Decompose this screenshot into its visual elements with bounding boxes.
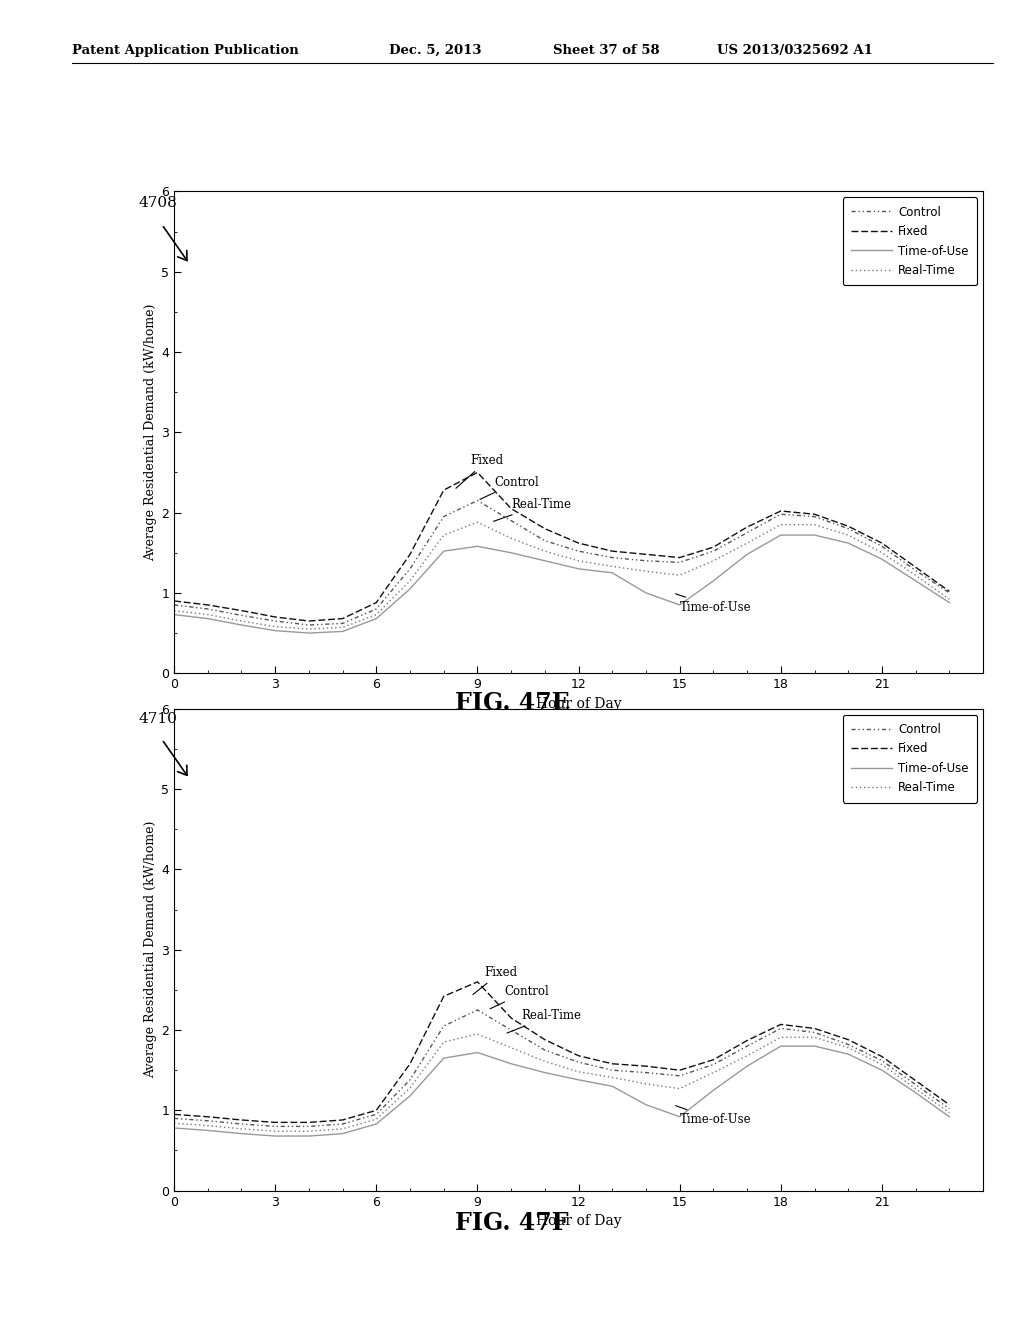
Text: Dec. 5, 2013: Dec. 5, 2013 <box>389 44 481 57</box>
Text: 4710: 4710 <box>138 713 177 726</box>
Text: FIG. 47E: FIG. 47E <box>455 692 569 715</box>
Text: Fixed: Fixed <box>473 966 517 994</box>
Text: Sheet 37 of 58: Sheet 37 of 58 <box>553 44 659 57</box>
Text: US 2013/0325692 A1: US 2013/0325692 A1 <box>717 44 872 57</box>
Legend: Control, Fixed, Time-of-Use, Real-Time: Control, Fixed, Time-of-Use, Real-Time <box>843 714 977 803</box>
Text: 4708: 4708 <box>138 197 177 210</box>
Text: Real-Time: Real-Time <box>507 1008 582 1034</box>
Text: Fixed: Fixed <box>456 454 504 488</box>
Text: Time-of-Use: Time-of-Use <box>676 1106 752 1126</box>
Text: Real-Time: Real-Time <box>494 498 571 521</box>
Text: Time-of-Use: Time-of-Use <box>676 594 752 614</box>
X-axis label: Hour of Day: Hour of Day <box>536 1214 622 1228</box>
Text: Patent Application Publication: Patent Application Publication <box>72 44 298 57</box>
Y-axis label: Average Residential Demand (kW/home): Average Residential Demand (kW/home) <box>144 821 157 1078</box>
Legend: Control, Fixed, Time-of-Use, Real-Time: Control, Fixed, Time-of-Use, Real-Time <box>843 197 977 285</box>
Text: Control: Control <box>480 475 539 499</box>
X-axis label: Hour of Day: Hour of Day <box>536 697 622 710</box>
Text: Control: Control <box>490 985 549 1008</box>
Y-axis label: Average Residential Demand (kW/home): Average Residential Demand (kW/home) <box>144 304 157 561</box>
Text: FIG. 47F: FIG. 47F <box>456 1212 568 1236</box>
